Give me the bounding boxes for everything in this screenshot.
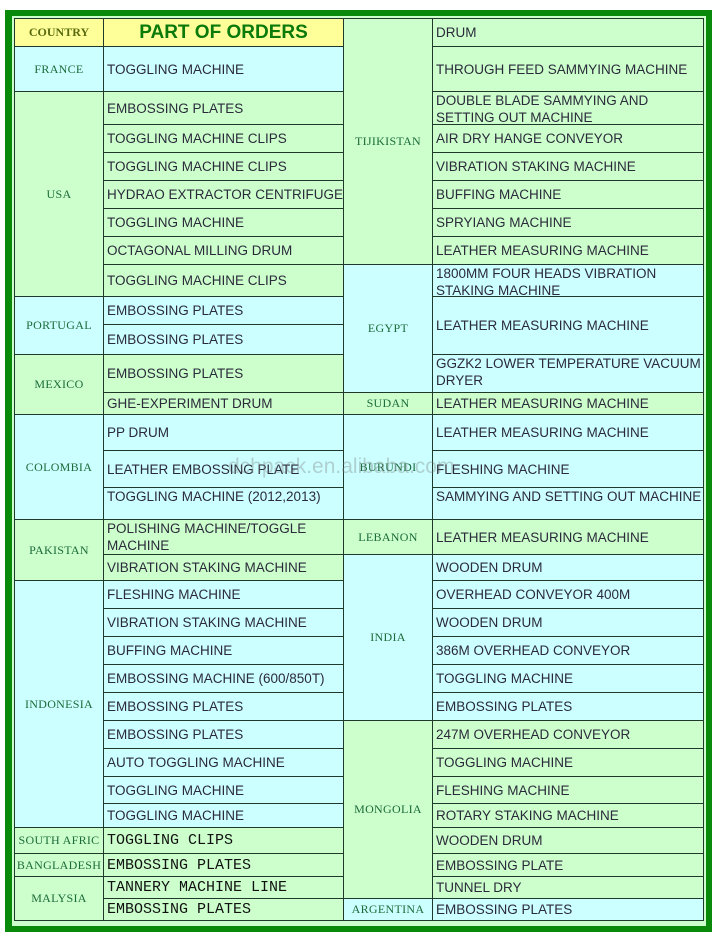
country-cell-colombia: COLOMBIA	[14, 414, 104, 520]
order-item: TOGGLING MACHINE	[103, 208, 344, 237]
order-item: VIBRATION STAKING MACHINE	[103, 608, 344, 637]
order-item: PP DRUM	[103, 414, 344, 451]
order-item: LEATHER EMBOSSING PLATE	[103, 450, 344, 488]
order-item: EMBOSSING PLATES	[103, 296, 344, 325]
order-item: TANNERY MACHINE LINE	[103, 876, 344, 899]
country-cell-lebanon: LEBANON	[343, 519, 433, 555]
header-country: COUNTRY	[14, 18, 104, 47]
order-item: EMBOSSING PLATES	[103, 91, 344, 125]
order-item: AIR DRY HANGE CONVEYOR	[432, 124, 704, 153]
order-item: ROTARY STAKING MACHINE	[432, 803, 704, 828]
order-item: OCTAGONAL MILLING DRUM	[103, 236, 344, 265]
order-item: LEATHER MEASURING MACHINE	[432, 236, 704, 265]
order-item: FLESHING MACHINE	[432, 776, 704, 804]
order-item: 386M OVERHEAD CONVEYOR	[432, 636, 704, 665]
country-cell-tijikistan: TIJIKISTAN	[343, 18, 433, 265]
order-item: WOODEN DRUM	[432, 554, 704, 581]
order-item: WOODEN DRUM	[432, 608, 704, 637]
order-item: TOGGLING MACHINE	[432, 748, 704, 777]
country-cell-egypt: EGYPT	[343, 264, 433, 393]
country-cell-india: INDIA	[343, 554, 433, 721]
order-item: EMBOSSING PLATES	[103, 692, 344, 721]
country-cell-south-afric: SOUTH AFRIC	[14, 827, 104, 854]
country-cell-mongolia: MONGOLIA	[343, 720, 433, 899]
order-item: EMBOSSING PLATES	[103, 853, 344, 877]
order-item: HYDRAO EXTRACTOR CENTRIFUGE	[103, 180, 344, 209]
country-cell-sudan: SUDAN	[343, 392, 433, 415]
order-item: THROUGH FEED SAMMYING MACHINE	[432, 46, 704, 92]
order-item: FLESHING MACHINE	[103, 580, 344, 609]
country-cell-usa: USA	[14, 91, 104, 297]
order-item: EMBOSSING PLATES	[103, 898, 344, 921]
order-item: EMBOSSING PLATES	[103, 324, 344, 355]
order-item: LEATHER MEASURING MACHINE	[432, 414, 704, 451]
order-item: TOGGLING MACHINE (2012,2013)	[103, 487, 344, 520]
order-item: TOGGLING MACHINE	[103, 46, 344, 92]
country-cell-burundi: BURUNDI	[343, 414, 433, 520]
order-item: EMBOSSING PLATES	[103, 354, 344, 393]
order-item: EMBOSSING PLATES	[432, 692, 704, 721]
country-cell-france: FRANCE	[14, 46, 104, 92]
order-item: VIBRATION STAKING MACHINE	[432, 152, 704, 181]
order-item: SAMMYING AND SETTING OUT MACHINE	[432, 487, 704, 520]
order-item: EMBOSSING PLATES	[432, 898, 704, 921]
order-item: TOGGLING CLIPS	[103, 827, 344, 854]
order-item: GGZK2 LOWER TEMPERATURE VACUUM DRYER	[432, 354, 704, 393]
order-item: WOODEN DRUM	[432, 827, 704, 854]
order-item: LEATHER MEASURING MACHINE	[432, 519, 704, 555]
order-item: DRUM	[432, 18, 704, 47]
order-item: EMBOSSING MACHINE (600/850T)	[103, 664, 344, 693]
country-cell-argentina: ARGENTINA	[343, 898, 433, 921]
order-item: TOGGLING MACHINE CLIPS	[103, 152, 344, 181]
order-item: BUFFING MACHINE	[432, 180, 704, 209]
country-cell-portugal: PORTUGAL	[14, 296, 104, 355]
order-item: EMBOSSING PLATE	[432, 853, 704, 877]
order-item: TOGGLING MACHINE	[103, 803, 344, 828]
order-item: TUNNEL DRY	[432, 876, 704, 899]
order-item: TOGGLING MACHINE	[103, 776, 344, 804]
country-cell-malysia: MALYSIA	[14, 876, 104, 921]
header-title: PART OF ORDERS	[103, 18, 344, 47]
order-item: BUFFING MACHINE	[103, 636, 344, 665]
order-item: EMBOSSING PLATES	[103, 720, 344, 749]
order-item: AUTO TOGGLING MACHINE	[103, 748, 344, 777]
order-item: 1800MM FOUR HEADS VIBRATION STAKING MACH…	[432, 264, 704, 297]
order-item: FLESHING MACHINE	[432, 450, 704, 488]
country-cell-indonesia: INDONESIA	[14, 580, 104, 828]
order-item: GHE-EXPERIMENT DRUM	[103, 392, 344, 415]
order-item: 247M OVERHEAD CONVEYOR	[432, 720, 704, 749]
order-item: TOGGLING MACHINE CLIPS	[103, 124, 344, 153]
country-cell-pakistan: PAKISTAN	[14, 519, 104, 581]
country-cell-mexico: MEXICO	[14, 354, 104, 415]
order-item: VIBRATION STAKING MACHINE	[103, 554, 344, 581]
order-item: LEATHER MEASURING MACHINE	[432, 392, 704, 415]
order-item: POLISHING MACHINE/TOGGLE MACHINE	[103, 519, 344, 555]
order-item: TOGGLING MACHINE	[432, 664, 704, 693]
order-item: OVERHEAD CONVEYOR 400M	[432, 580, 704, 609]
country-cell-bangladesh: BANGLADESH	[14, 853, 104, 877]
order-item: SPRYIANG MACHINE	[432, 208, 704, 237]
order-item: TOGGLING MACHINE CLIPS	[103, 264, 344, 297]
orders-table: FRANCE TOGGLING MACHINE USA EMBOSSING PLATE…	[12, 16, 706, 926]
order-item: DOUBLE BLADE SAMMYING AND SETTING OUT MA…	[432, 91, 704, 125]
order-item: LEATHER MEASURING MACHINE	[432, 296, 704, 355]
